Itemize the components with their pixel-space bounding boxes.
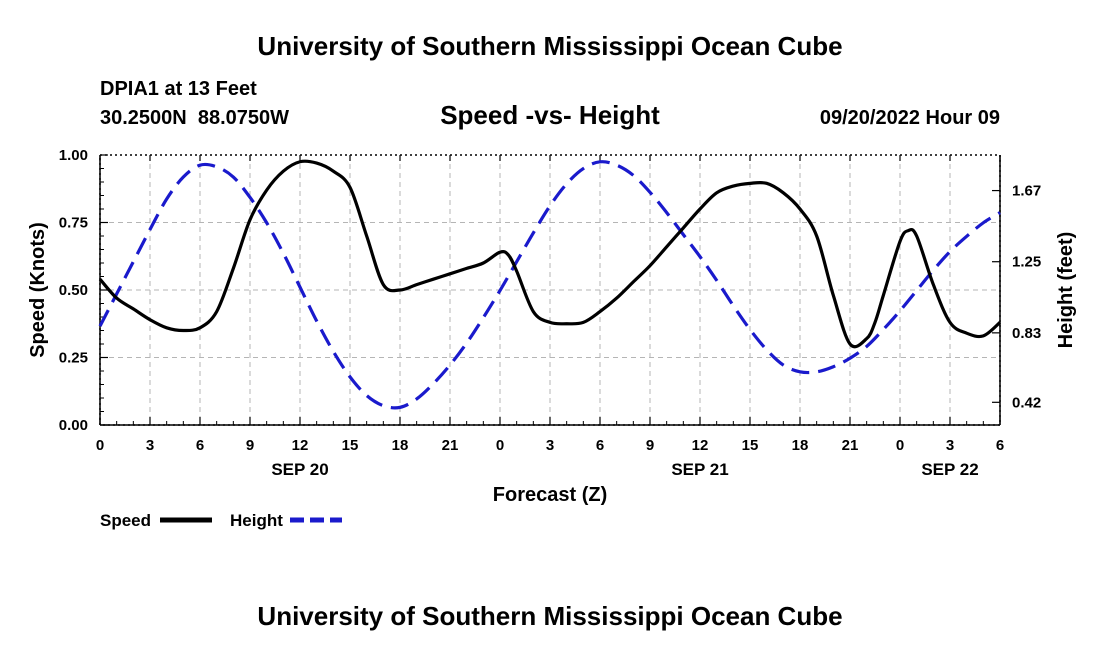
y-right-tick-label: 0.42 <box>1012 394 1041 411</box>
x-tick-label: 21 <box>842 437 859 454</box>
date-label: SEP 21 <box>671 460 728 479</box>
date-label: SEP 22 <box>921 460 978 479</box>
chart-subtitle: Speed -vs- Height <box>440 100 660 130</box>
legend-speed-label: Speed <box>100 511 151 530</box>
x-tick-label: 15 <box>342 437 359 454</box>
x-tick-label: 0 <box>896 437 904 454</box>
x-axis-title: Forecast (Z) <box>493 484 607 506</box>
y-left-tick-label: 0.25 <box>59 350 88 367</box>
x-tick-label: 15 <box>742 437 759 454</box>
y-right-tick-label: 1.67 <box>1012 183 1041 200</box>
timestamp-label: 09/20/2022 Hour 09 <box>820 107 1000 129</box>
series-speed-line <box>98 159 1002 349</box>
y-left-tick-label: 0.00 <box>59 417 88 434</box>
x-tick-label: 21 <box>442 437 459 454</box>
chart-title: University of Southern Mississippi Ocean… <box>257 31 842 61</box>
series-height-line <box>98 160 1001 410</box>
legend-height-label: Height <box>230 511 283 530</box>
x-tick-label: 6 <box>996 437 1004 454</box>
x-tick-label: 3 <box>946 437 954 454</box>
x-tick-label: 0 <box>96 437 104 454</box>
y-right-tick-label: 1.25 <box>1012 254 1041 271</box>
x-tick-label: 18 <box>392 437 409 454</box>
footer-title: University of Southern Mississippi Ocean… <box>257 601 842 631</box>
y-left-tick-label: 0.75 <box>59 215 88 232</box>
grid <box>100 155 1000 425</box>
legend: Speed Height <box>100 511 342 530</box>
x-tick-label: 18 <box>792 437 809 454</box>
x-tick-label: 3 <box>546 437 554 454</box>
x-tick-label: 0 <box>496 437 504 454</box>
y-axis-right-title: Height (feet) <box>1055 232 1077 349</box>
y-axis-left-title: Speed (Knots) <box>27 222 49 358</box>
station-label: DPIA1 at 13 Feet <box>100 78 257 100</box>
x-tick-label: 9 <box>646 437 654 454</box>
x-tick-label: 6 <box>196 437 204 454</box>
coords-label: 30.2500N 88.0750W <box>100 107 289 129</box>
x-tick-label: 12 <box>292 437 309 454</box>
y-left-tick-label: 1.00 <box>59 147 88 164</box>
y-left-tick-label: 0.50 <box>59 282 88 299</box>
x-tick-label: 9 <box>246 437 254 454</box>
x-tick-label: 6 <box>596 437 604 454</box>
y-right-tick-label: 0.83 <box>1012 325 1041 342</box>
x-tick-label: 12 <box>692 437 709 454</box>
ticks: 0 3 6 9 12 15 18 21 0 3 6 9 12 15 18 21 0 3 6 0.00 0.25 0.50 0… <box>59 147 1041 479</box>
series-group <box>98 159 1002 410</box>
x-tick-label: 3 <box>146 437 154 454</box>
date-label: SEP 20 <box>271 460 328 479</box>
